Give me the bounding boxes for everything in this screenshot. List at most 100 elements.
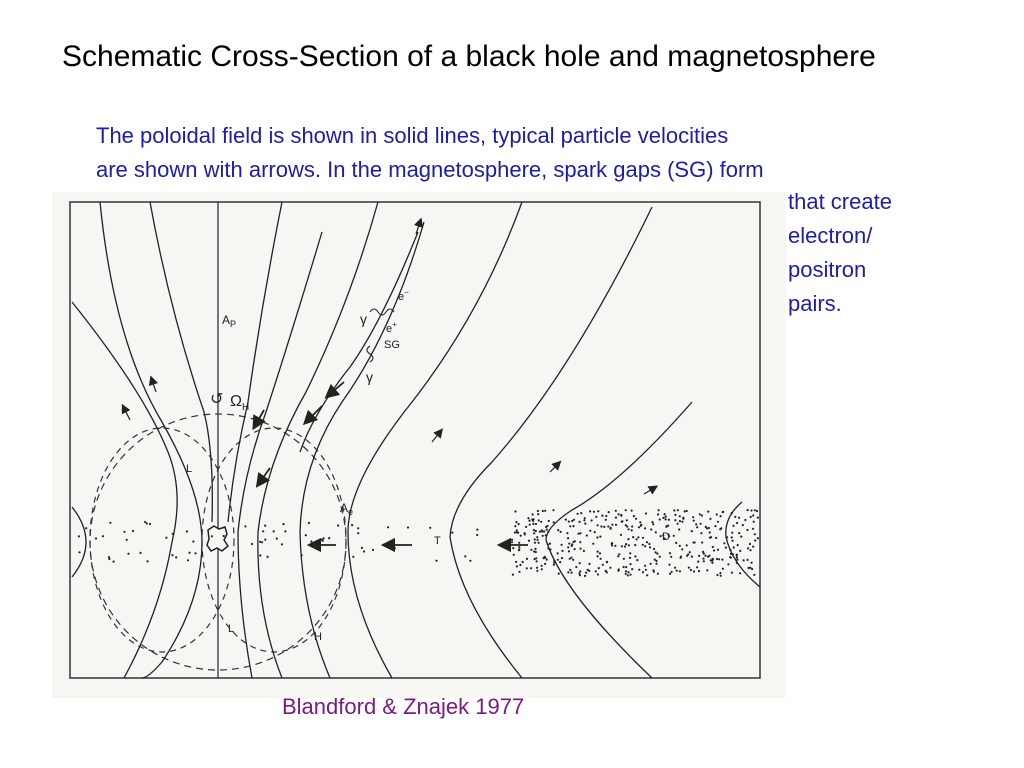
- plasma-dot: [585, 571, 588, 574]
- plasma-dot: [251, 542, 254, 546]
- plasma-dot: [512, 547, 515, 550]
- plasma-dot: [723, 542, 726, 545]
- plasma-dot: [357, 532, 360, 535]
- plasma-dot: [670, 570, 673, 574]
- plasma-dot: [533, 550, 536, 553]
- plasma-dot: [604, 518, 607, 521]
- plasma-dot: [624, 509, 627, 512]
- plasma-dot: [536, 536, 539, 539]
- plasma-dot: [617, 569, 620, 572]
- plasma-dot: [592, 510, 596, 513]
- plasma-dot: [617, 513, 620, 516]
- plasma-dot: [753, 509, 756, 512]
- plasma-dot: [629, 563, 632, 566]
- plasma-dot: [145, 522, 148, 525]
- plasma-dot: [85, 527, 88, 530]
- plasma-dot: [570, 556, 573, 559]
- plasma-dot: [525, 567, 528, 570]
- plasma-dot: [701, 550, 705, 553]
- plasma-dot: [597, 567, 600, 570]
- plasma-dot: [678, 570, 682, 573]
- plasma-dot: [620, 514, 623, 517]
- photon-squiggle-top: [369, 308, 395, 316]
- plasma-dot: [708, 554, 711, 557]
- plasma-dot: [753, 573, 756, 576]
- plasma-dot: [687, 566, 691, 569]
- plasma-dot: [300, 554, 303, 557]
- plasma-dot: [101, 535, 104, 538]
- field-arrow: [413, 217, 424, 235]
- plasma-dot: [525, 557, 529, 560]
- plasma-dot: [357, 527, 360, 530]
- plasma-dot: [668, 535, 671, 538]
- plasma-dot: [561, 549, 564, 552]
- plasma-dot: [567, 571, 570, 574]
- field-line: [545, 401, 693, 679]
- plasma-dot: [644, 512, 648, 515]
- plasma-dot: [582, 549, 586, 552]
- infall-arrow: [324, 381, 345, 399]
- plasma-dot: [720, 527, 723, 530]
- plasma-dot: [175, 556, 178, 559]
- plasma-dot: [692, 516, 695, 519]
- plasma-dot: [652, 570, 656, 573]
- plasma-dot: [667, 533, 670, 536]
- plasma-dot: [742, 559, 745, 562]
- plasma-dot: [681, 548, 684, 551]
- plasma-dot: [528, 519, 531, 522]
- l-top-label: L: [186, 463, 192, 475]
- plasma-dot: [640, 523, 643, 526]
- plasma-dot: [594, 570, 597, 573]
- plasma-dot: [755, 509, 759, 513]
- plasma-dot: [588, 562, 591, 565]
- plasma-dot: [572, 540, 575, 543]
- plasma-dot: [517, 549, 520, 552]
- plasma-dot: [656, 513, 660, 516]
- plasma-dot: [711, 561, 714, 564]
- plasma-dot: [611, 544, 614, 547]
- plasma-dot: [611, 542, 614, 545]
- plasma-dot: [601, 563, 604, 566]
- plasma-dot: [577, 532, 580, 535]
- plasma-dot: [711, 545, 714, 549]
- plasma-dot: [328, 537, 331, 540]
- plasma-dot: [650, 528, 653, 531]
- plasma-dot: [510, 538, 514, 541]
- plasma-dot: [266, 555, 269, 558]
- plasma-dot: [592, 542, 595, 545]
- plasma-dot: [700, 532, 703, 535]
- plasma-dot: [634, 544, 637, 547]
- plasma-dot: [629, 573, 632, 576]
- plasma-dot: [595, 515, 598, 518]
- plasma-dot: [637, 526, 641, 529]
- plasma-dot: [469, 559, 472, 562]
- plasma-dot: [544, 534, 547, 537]
- plasma-dot: [609, 566, 612, 569]
- plasma-dot: [702, 557, 705, 560]
- plasma-dot: [730, 536, 733, 539]
- plasma-dot: [593, 531, 596, 534]
- plasma-dot: [540, 564, 543, 567]
- plasma-dot: [702, 552, 705, 555]
- plasma-dot: [596, 555, 599, 558]
- plasma-dot: [679, 556, 682, 559]
- plasma-dot: [756, 537, 760, 540]
- plasma-dot: [685, 544, 688, 547]
- plasma-dot: [545, 528, 548, 531]
- plasma-dot: [711, 557, 714, 560]
- plasma-dot: [667, 524, 670, 527]
- infall-arrow: [252, 409, 266, 431]
- plasma-dot: [673, 509, 676, 512]
- plasma-dot: [548, 542, 552, 545]
- plasma-dot: [662, 534, 665, 537]
- plasma-dot: [620, 545, 624, 548]
- plasma-dot: [579, 532, 582, 535]
- plasma-dot: [371, 548, 375, 551]
- plasma-dot: [579, 547, 582, 550]
- plasma-dot: [534, 522, 538, 526]
- plasma-dot: [663, 513, 666, 516]
- plasma-dot: [596, 536, 599, 539]
- plasma-dot: [631, 568, 634, 571]
- plasma-dot: [692, 570, 696, 573]
- plasma-dot: [549, 548, 552, 551]
